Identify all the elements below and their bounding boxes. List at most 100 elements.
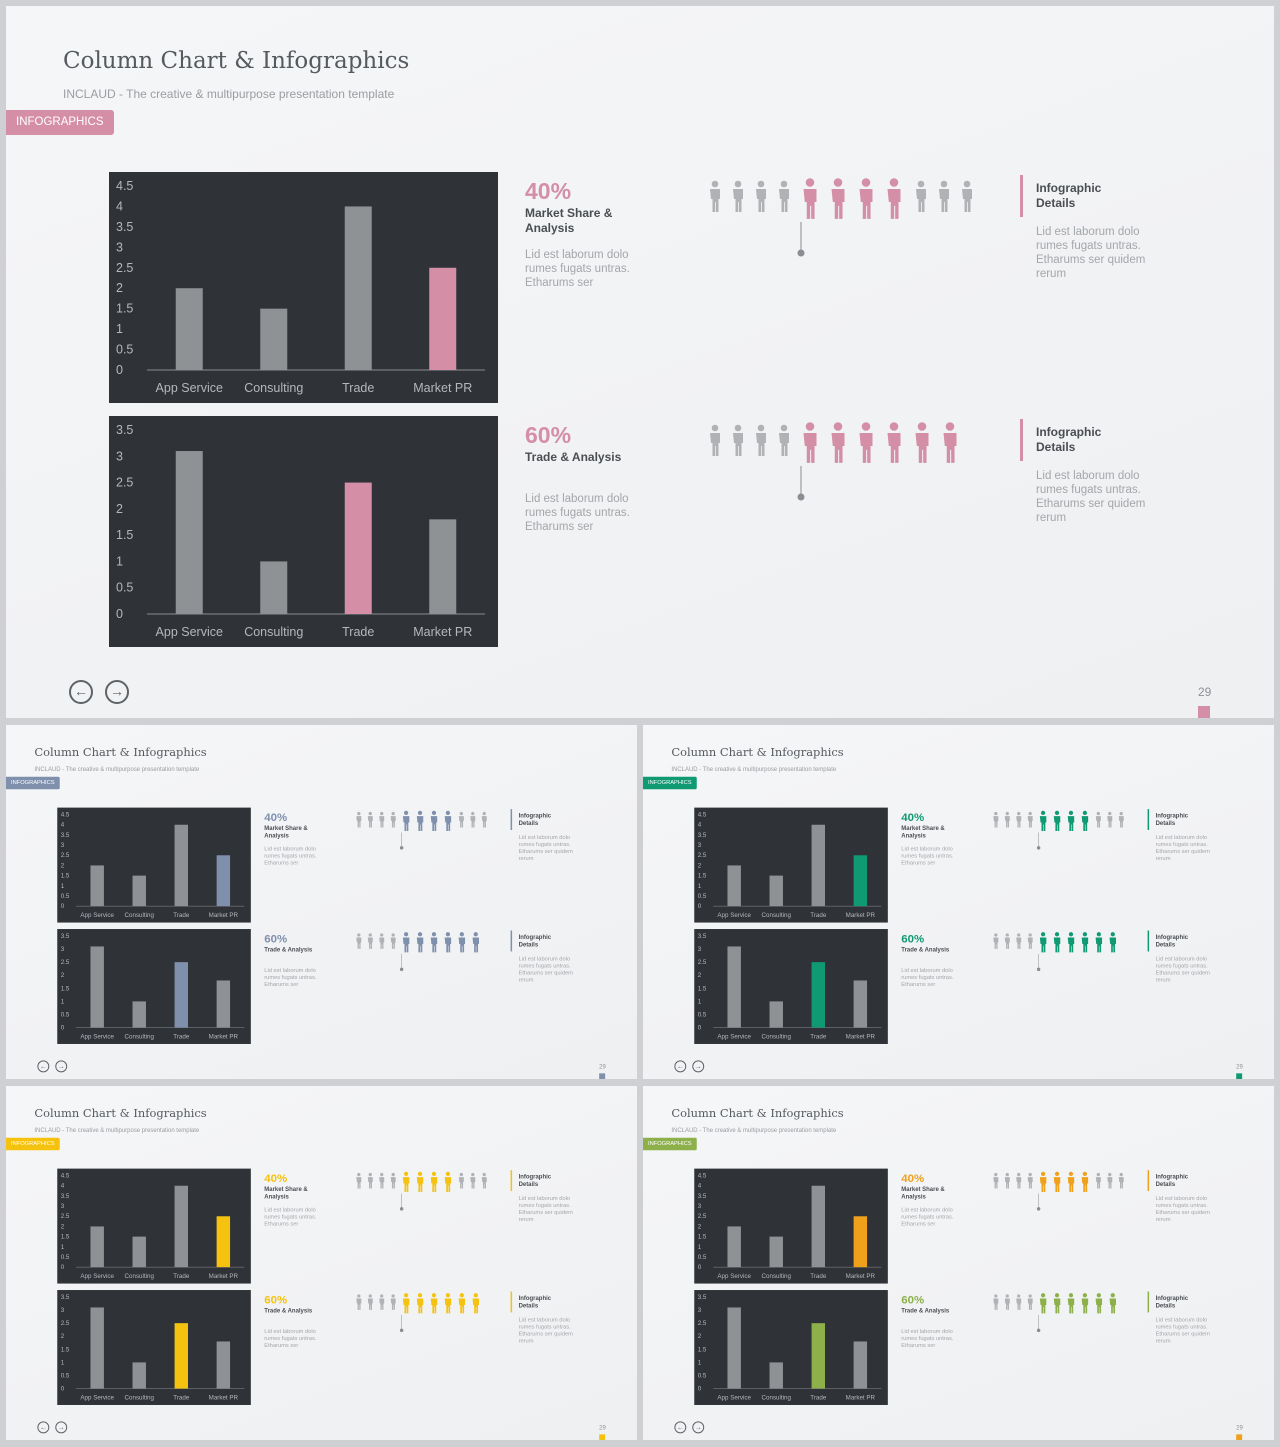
- detail-accent-bar: [510, 930, 513, 952]
- y-tick-label: 1.5: [698, 873, 707, 880]
- x-category-label: Trade: [810, 1395, 827, 1402]
- arrow-right-icon[interactable]: →: [55, 1421, 68, 1434]
- person-icon: [444, 810, 452, 831]
- detail-accent-bar: [1147, 1291, 1150, 1313]
- y-tick-label: 0: [698, 1264, 702, 1271]
- person-icon: [481, 1172, 487, 1189]
- detail-text: Lid est laborum dolo rumes fugats untras…: [1155, 1195, 1210, 1223]
- y-tick-label: 3: [61, 842, 65, 849]
- x-category-label: Consulting: [125, 912, 155, 919]
- arrow-right-icon[interactable]: →: [55, 1060, 68, 1073]
- x-category-label: Market PR: [413, 381, 472, 395]
- person-icon: [1004, 1294, 1010, 1310]
- chart-panel-1: 0 0.5 1 1.5 2 2.5 3 3.5 4 4.5 App Service Consultin…: [109, 172, 498, 403]
- slide-5: Column Chart & Infographics INCLAUD - The…: [643, 1086, 1274, 1440]
- y-tick-label: 1.5: [61, 1234, 70, 1241]
- y-tick-label: 0.5: [61, 1254, 70, 1261]
- person-icon: [470, 1172, 476, 1189]
- person-icon: [356, 1294, 362, 1310]
- person-icon: [367, 1172, 373, 1189]
- page-marker: [599, 1434, 606, 1440]
- x-category-label: App Service: [80, 1034, 114, 1041]
- bar-consulting: [132, 875, 146, 907]
- person-icon: [993, 1172, 999, 1189]
- y-tick-label: 4.5: [116, 179, 133, 193]
- arrow-left-icon[interactable]: ←: [674, 1421, 687, 1434]
- x-category-label: Consulting: [244, 381, 303, 395]
- x-category-label: Trade: [342, 381, 374, 395]
- arrow-right-icon[interactable]: →: [105, 680, 129, 704]
- people-group: [354, 1292, 493, 1333]
- x-category-label: Consulting: [125, 1273, 155, 1280]
- person-icon: [458, 1293, 466, 1314]
- person-icon: [859, 178, 873, 219]
- pointer-dot: [399, 1328, 404, 1333]
- bar-app-service: [727, 946, 741, 1028]
- x-category-label: App Service: [717, 912, 751, 919]
- percent-value: 40%: [901, 1171, 925, 1185]
- person-icon: [458, 932, 466, 953]
- y-tick-label: 0: [698, 1386, 702, 1393]
- arrow-right-icon[interactable]: →: [692, 1421, 705, 1434]
- y-tick-label: 1: [698, 998, 702, 1005]
- y-tick-label: 3: [61, 946, 65, 953]
- chart-panel-1: 0 0.5 1 1.5 2 2.5 3 3.5 4 4.5 App Service Consultin…: [57, 1168, 251, 1284]
- arrow-right-icon[interactable]: →: [692, 1060, 705, 1073]
- column-chart-svg: 0 0.5 1 1.5 2 2.5 3 3.5 App Service Consulting Tra…: [698, 933, 882, 1041]
- percent-value: 60%: [525, 422, 572, 448]
- detail-accent-bar: [1147, 930, 1150, 952]
- y-tick-label: 0.5: [698, 1254, 707, 1261]
- chart-panel-2: 0 0.5 1 1.5 2 2.5 3 3.5 App Service Consulting Tra…: [57, 1290, 251, 1405]
- y-tick-label: 2.5: [61, 959, 70, 966]
- y-tick-label: 1: [61, 998, 65, 1005]
- person-icon: [710, 424, 720, 456]
- person-icon: [1109, 932, 1117, 953]
- person-icon: [367, 933, 373, 949]
- person-icon: [379, 933, 385, 949]
- person-icon: [390, 933, 396, 949]
- bar-trade: [344, 206, 372, 370]
- person-icon: [733, 180, 743, 212]
- pointer-dot: [1036, 1207, 1041, 1211]
- y-tick-label: 0.5: [116, 581, 133, 595]
- chart-panel-2: 0 0.5 1 1.5 2 2.5 3 3.5 App Service Consulting Tra…: [694, 1290, 888, 1405]
- people-group: [991, 931, 1130, 972]
- category-tag: INFOGRAPHICS: [6, 110, 114, 135]
- person-icon: [943, 422, 957, 463]
- people-group: [354, 931, 493, 972]
- people-infographic: [356, 1171, 487, 1211]
- bar-market-pr: [216, 980, 231, 1028]
- x-category-label: Trade: [173, 1034, 190, 1041]
- chart-panel-2: 0 0.5 1 1.5 2 2.5 3 3.5 App Service Consulting Tra…: [57, 929, 251, 1044]
- category-tag: INFOGRAPHICS: [643, 1137, 697, 1151]
- detail-title: Infographic Details: [1155, 1294, 1189, 1309]
- person-icon: [803, 178, 817, 219]
- people-group: [354, 1171, 493, 1211]
- detail-title: Infographic Details: [1036, 425, 1102, 454]
- y-tick-label: 0.5: [61, 1011, 70, 1018]
- x-category-label: App Service: [156, 381, 223, 395]
- person-icon: [1027, 1294, 1033, 1310]
- y-tick-label: 2: [61, 1223, 65, 1230]
- detail-text: Lid est laborum dolo rumes fugats untras…: [1036, 470, 1146, 524]
- detail-title: Infographic Details: [1155, 933, 1189, 948]
- detail-title: Infographic Details: [518, 933, 552, 948]
- bar-app-service: [90, 1307, 104, 1389]
- y-tick-label: 3.5: [61, 1193, 70, 1200]
- arrow-left-icon[interactable]: ←: [674, 1060, 687, 1073]
- bar-consulting: [260, 561, 288, 614]
- y-tick-label: 2.5: [116, 476, 133, 490]
- person-icon: [1016, 933, 1022, 949]
- column-chart-svg: 0 0.5 1 1.5 2 2.5 3 3.5 4 4.5 App Service Consultin…: [698, 1173, 882, 1280]
- pointer-dot: [1036, 1328, 1041, 1333]
- x-category-label: Trade: [810, 912, 827, 919]
- y-tick-label: 3.5: [61, 832, 70, 839]
- y-tick-label: 4.5: [61, 1173, 70, 1180]
- bar-consulting: [132, 1236, 146, 1268]
- arrow-left-icon[interactable]: ←: [69, 680, 93, 704]
- chart-panel-2: 0 0.5 1 1.5 2 2.5 3 3.5 App Service Consulting Tra…: [109, 416, 498, 647]
- person-icon: [402, 810, 410, 831]
- arrow-left-icon[interactable]: ←: [37, 1421, 50, 1434]
- arrow-left-icon[interactable]: ←: [37, 1060, 50, 1073]
- person-icon: [416, 1293, 424, 1314]
